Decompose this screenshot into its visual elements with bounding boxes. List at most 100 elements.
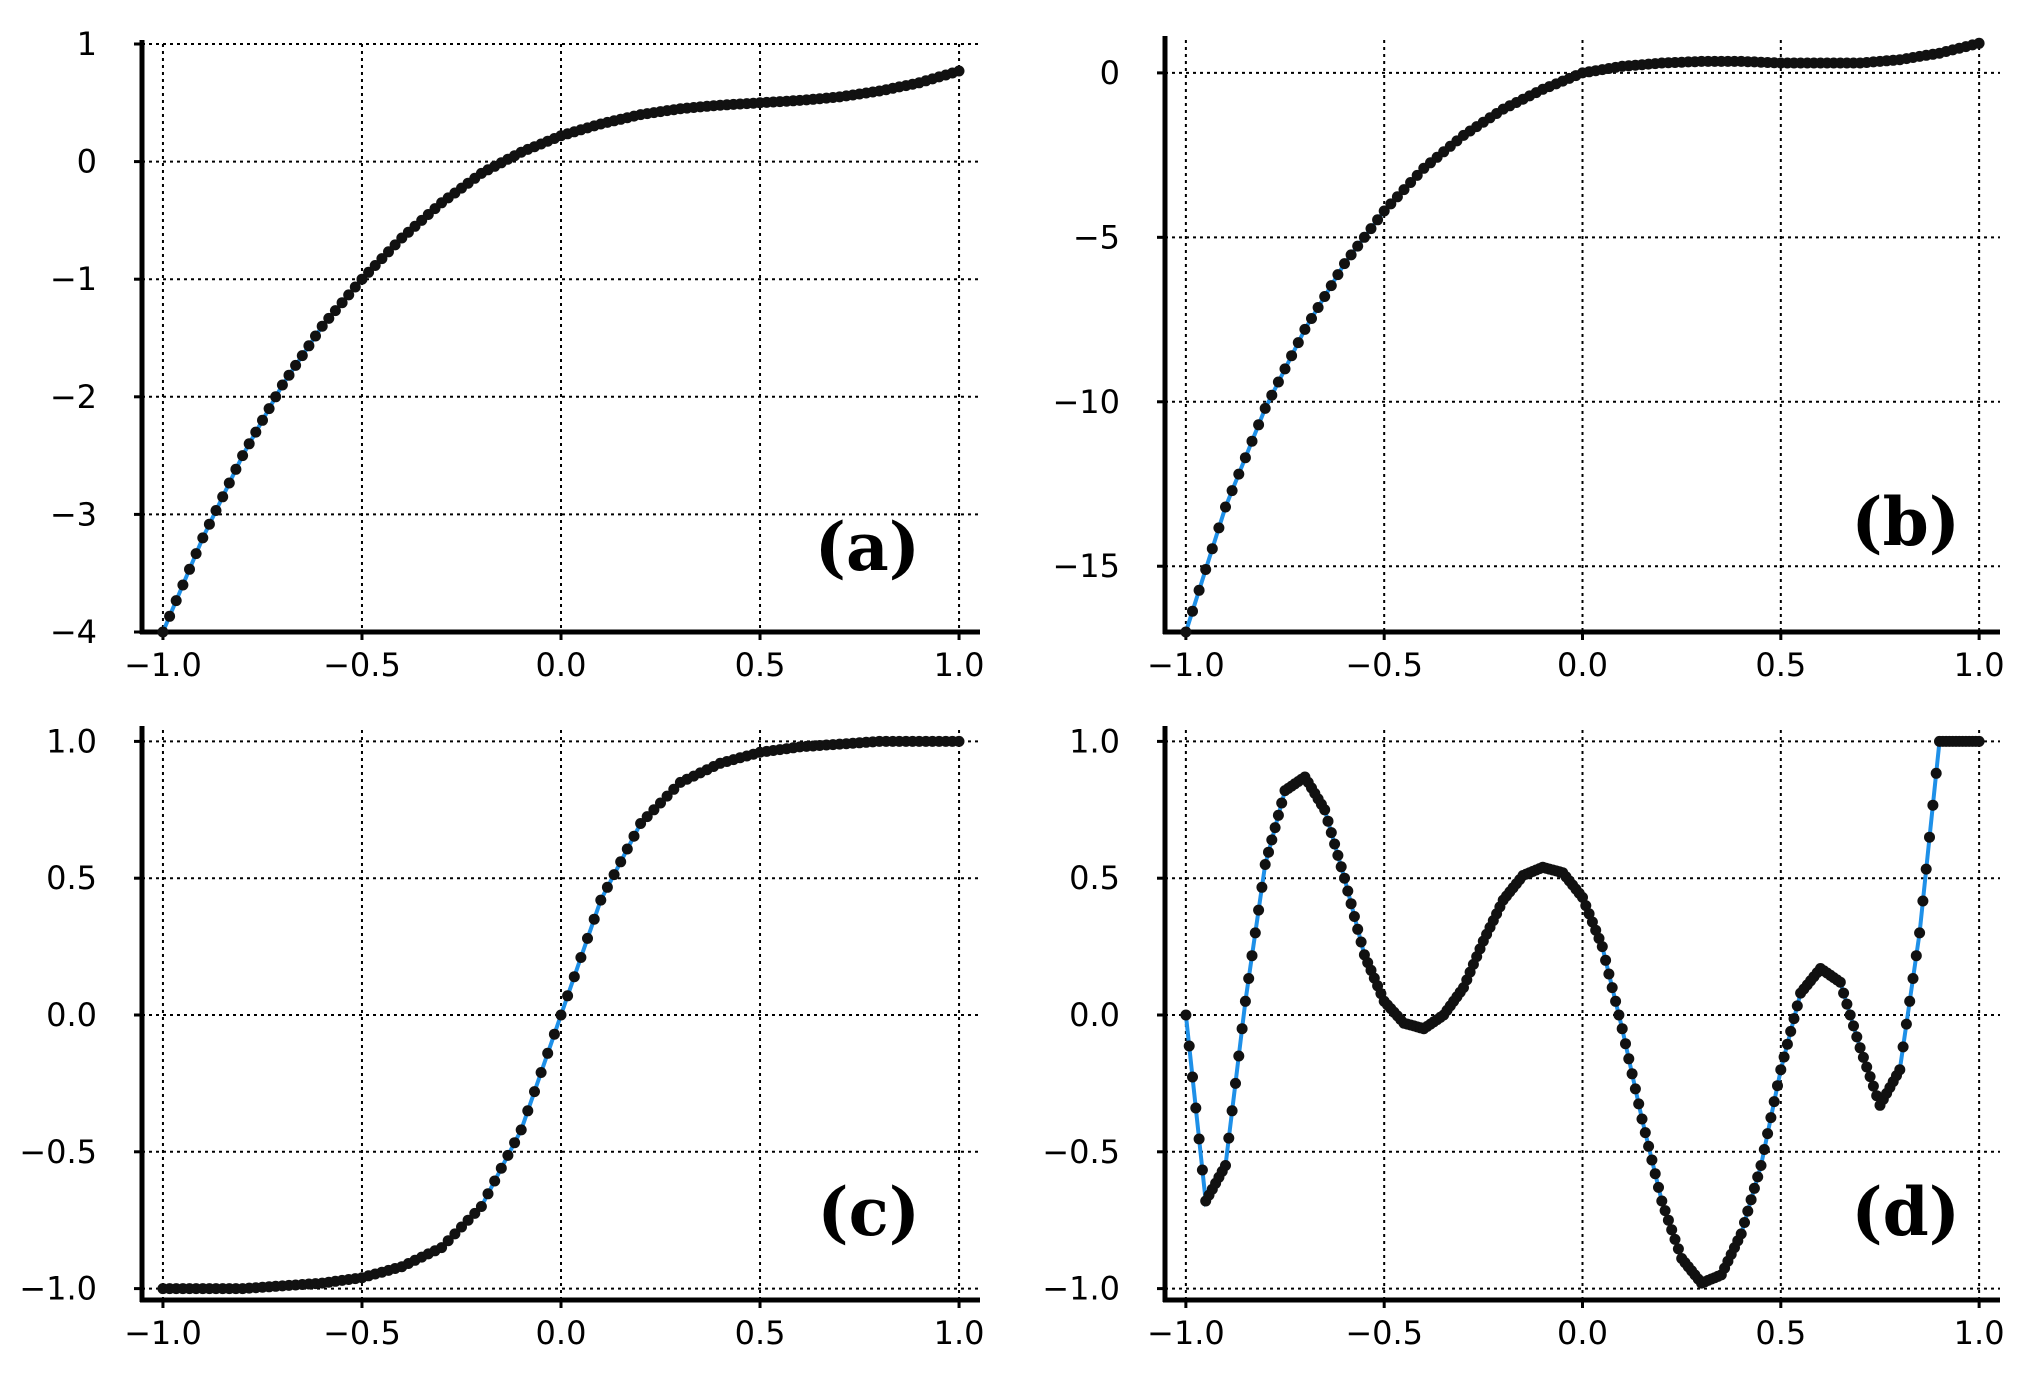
sample-point <box>1739 1217 1750 1228</box>
sample-point <box>310 330 321 342</box>
sample-point <box>170 595 182 607</box>
y-tick-label: 0 <box>77 143 97 181</box>
sample-point <box>1220 501 1231 513</box>
sample-point <box>343 289 355 301</box>
sample-point <box>1378 205 1390 217</box>
x-tick-label: 0.0 <box>536 1314 587 1352</box>
sample-point <box>1230 1077 1241 1089</box>
y-tick-label: 0 <box>1100 54 1120 92</box>
sample-point <box>369 260 381 271</box>
sample-point <box>1187 1071 1198 1083</box>
panel-d: −1.0 −0.5 0.0 0.5 1.0 1.0 0.5 0.0 −0.5 −1.0 (d) <box>1042 722 2004 1352</box>
sample-point <box>1391 191 1403 203</box>
sample-point <box>1755 1160 1767 1171</box>
sample-point <box>1180 626 1192 638</box>
panel-label: (c) <box>817 1173 920 1251</box>
x-tick-label: 0.5 <box>735 646 786 684</box>
sample-point <box>1206 543 1218 555</box>
sample-point <box>608 869 620 881</box>
sample-point <box>469 1207 481 1219</box>
sample-point <box>1180 1009 1192 1021</box>
sample-point <box>1848 1020 1859 1032</box>
sample-point <box>568 971 580 983</box>
sample-point <box>1342 885 1354 897</box>
sample-point <box>1904 995 1916 1007</box>
sample-point <box>449 1228 461 1240</box>
sample-point <box>1236 1023 1248 1035</box>
panel-label: (b) <box>1851 483 1960 561</box>
y-tick-label: −1.0 <box>19 1270 97 1308</box>
sample-point <box>1411 169 1423 181</box>
sample-point <box>1656 1195 1668 1207</box>
sample-point <box>535 1067 547 1078</box>
x-tick-label: −1.0 <box>1147 1314 1225 1352</box>
panel-label: (a) <box>815 508 920 586</box>
y-tick-label: 1.0 <box>1069 722 1120 760</box>
sample-point <box>442 1235 454 1247</box>
panel-b: −1.0 −0.5 0.0 0.5 1.0 0 −5 −10 −15 (b) <box>1052 36 2005 684</box>
sample-point <box>1259 402 1271 414</box>
y-tick-label: −0.5 <box>19 1133 97 1171</box>
sample-point <box>1653 1181 1664 1193</box>
sample-point <box>1183 1040 1195 1052</box>
sample-point <box>529 1086 540 1098</box>
sample-point <box>1610 995 1622 1007</box>
sample-point <box>621 843 633 855</box>
sample-point <box>263 403 275 415</box>
sample-point <box>1319 291 1331 302</box>
sample-point <box>1861 1061 1873 1073</box>
sample-point <box>1662 1214 1674 1226</box>
sample-point <box>1646 1154 1658 1166</box>
sample-point <box>1659 1205 1671 1217</box>
sample-point <box>1907 973 1919 984</box>
sample-point <box>1322 815 1334 827</box>
sample-point <box>290 359 302 371</box>
sample-point <box>190 548 202 560</box>
sample-point <box>1854 1042 1866 1054</box>
sample-point <box>462 1214 474 1226</box>
sample-point <box>157 626 169 638</box>
sample-point <box>363 266 375 278</box>
sample-point <box>1897 1041 1909 1053</box>
sample-point <box>376 253 388 265</box>
sample-point <box>223 477 235 489</box>
sample-point <box>1613 1009 1625 1021</box>
sample-point <box>210 505 222 516</box>
x-tick-label: −0.5 <box>1345 1314 1423 1352</box>
sample-point <box>1672 1243 1684 1255</box>
sample-point <box>1596 941 1608 953</box>
sample-point <box>655 797 666 809</box>
sample-point <box>323 312 335 324</box>
sample-points <box>157 735 965 1295</box>
x-tick-label: 0.0 <box>1557 1314 1608 1352</box>
sample-point <box>1867 1080 1879 1092</box>
sample-point <box>475 1201 487 1212</box>
sample-point <box>1834 976 1846 988</box>
x-tick-label: 0.0 <box>1557 646 1608 684</box>
sample-point <box>1226 485 1238 497</box>
sample-point <box>661 790 673 802</box>
y-tick-label: −10 <box>1052 383 1120 421</box>
sample-point <box>1626 1068 1638 1080</box>
sample-point <box>1358 231 1370 243</box>
sample-point <box>1243 973 1255 984</box>
sample-point <box>1603 968 1615 980</box>
sample-point <box>237 450 249 462</box>
sample-point <box>615 856 627 868</box>
sample-point <box>1239 995 1251 1007</box>
x-tick-label: −1.0 <box>124 1314 202 1352</box>
x-tick-label: −1.0 <box>124 646 202 684</box>
sample-point <box>1765 1112 1777 1124</box>
x-tick-label: 0.0 <box>536 646 587 684</box>
sample-point <box>1253 904 1265 916</box>
sample-point <box>243 438 255 450</box>
sample-point <box>562 990 574 1002</box>
x-tick-label: −1.0 <box>1147 646 1225 684</box>
sample-point <box>1930 767 1942 779</box>
sample-point <box>575 952 587 963</box>
sample-point <box>1345 898 1357 910</box>
sample-point <box>1372 214 1384 226</box>
sample-point <box>1332 849 1344 861</box>
sample-point <box>1263 846 1274 858</box>
